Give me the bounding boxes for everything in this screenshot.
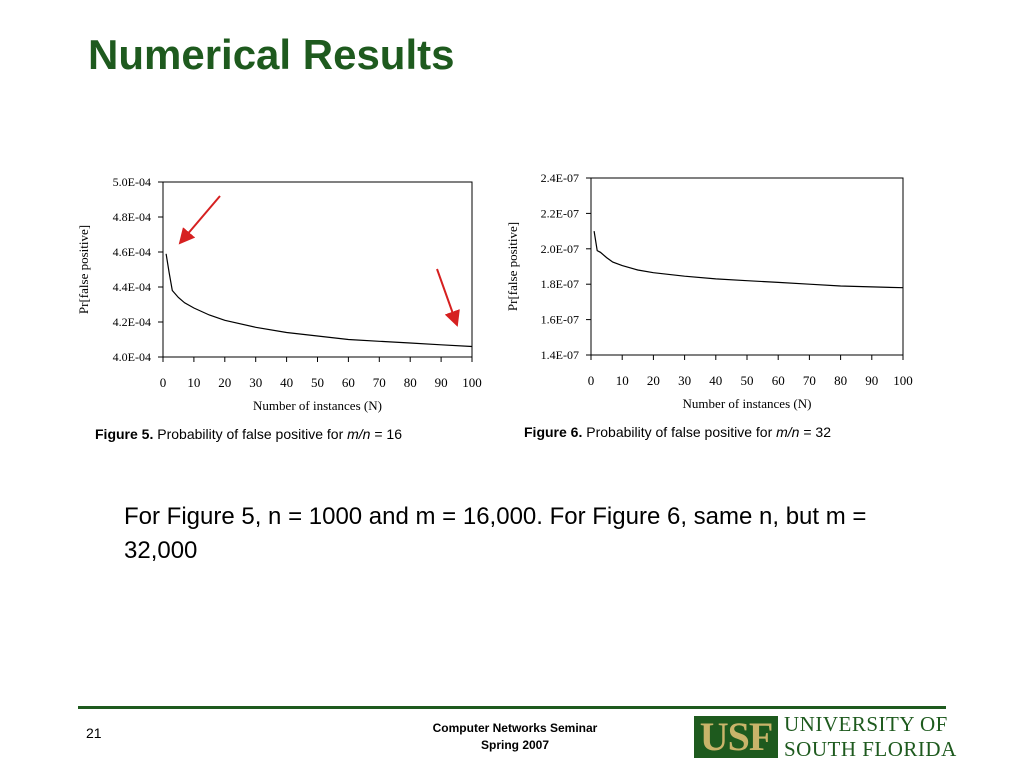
caption-text: Probability of false positive for (586, 424, 773, 440)
caption-label: Figure 6. (524, 424, 583, 440)
fig5-annotation-arrow-2 (436, 268, 460, 327)
logo-line-1: UNIVERSITY OF (784, 712, 948, 736)
fig6-y-tick-label: 2.0E-07 (541, 242, 579, 256)
fig6-x-tick-label: 80 (834, 373, 847, 388)
fig6-x-tick-label: 0 (588, 373, 595, 388)
fig5-series-line-0 (165, 253, 473, 348)
fig5-x-axis-title: Number of instances (N) (253, 398, 382, 413)
fig6-x-tick-label: 20 (647, 373, 660, 388)
fig5-y-tick-label: 4.4E-04 (113, 280, 151, 294)
fig6-x-tick-label: 90 (865, 373, 878, 388)
fig6-y-axis-title: Pr[false positive] (505, 222, 520, 311)
fig5-x-tick-label: 20 (218, 375, 231, 390)
fig5-x-tick-label: 30 (249, 375, 262, 390)
logo-line-2: SOUTH FLORIDA (784, 737, 957, 761)
fig6-y-tick-label: 2.4E-07 (541, 171, 579, 185)
fig6-x-tick-label: 60 (772, 373, 785, 388)
caption-value: = 32 (803, 424, 831, 440)
fig6-x-tick-label: 10 (616, 373, 629, 388)
footer-course: Computer Networks Seminar (432, 721, 598, 735)
fig5-y-tick-label: 5.0E-04 (113, 175, 151, 189)
footer-divider (78, 706, 946, 709)
fig5-y-tick-label: 4.6E-04 (113, 245, 151, 259)
fig5-x-tick-label: 0 (160, 375, 167, 390)
figure-5-caption: Figure 5. Probability of false positive … (95, 426, 402, 442)
footer-text: Computer Networks Seminar Spring 2007 (390, 720, 640, 754)
fig5-x-tick-label: 70 (373, 375, 386, 390)
figure-6-caption: Figure 6. Probability of false positive … (524, 424, 831, 440)
fig5-x-tick-label: 50 (311, 375, 324, 390)
fig5-y-tick-label: 4.8E-04 (113, 210, 151, 224)
fig6-x-tick-label: 100 (893, 373, 913, 388)
fig6-x-axis-title: Number of instances (N) (683, 396, 812, 411)
fig6-y-tick-label: 1.4E-07 (541, 348, 579, 362)
fig6-x-tick-label: 30 (678, 373, 691, 388)
footer-term: Spring 2007 (480, 738, 550, 752)
fig5-y-axis-title: Pr[false positive] (76, 225, 91, 314)
fig5-x-tick-label: 40 (280, 375, 293, 390)
fig6-x-tick-label: 70 (803, 373, 816, 388)
fig6-x-tick-label: 40 (709, 373, 722, 388)
fig5-x-tick-label: 60 (342, 375, 355, 390)
caption-value: = 16 (374, 426, 402, 442)
caption-variable: m/n (347, 426, 371, 442)
caption-label: Figure 5. (95, 426, 154, 442)
caption-text: Probability of false positive for (157, 426, 344, 442)
fig6-y-tick-label: 1.6E-07 (541, 313, 579, 327)
fig5-y-tick-label: 4.2E-04 (113, 315, 151, 329)
caption-variable: m/n (776, 424, 800, 440)
fig6-plot-frame (590, 177, 904, 356)
usf-logo: USF UNIVERSITY OF SOUTH FLORIDA (694, 712, 956, 762)
fig6-series-line-0 (593, 231, 904, 289)
fig5-x-tick-label: 10 (187, 375, 200, 390)
fig6-x-tick-label: 50 (741, 373, 754, 388)
page-number: 21 (86, 725, 102, 741)
fig6-y-tick-label: 2.2E-07 (541, 206, 579, 220)
fig5-y-tick-label: 4.0E-04 (113, 350, 151, 364)
explanation-text: For Figure 5, n = 1000 and m = 16,000. F… (124, 503, 867, 564)
fig5-annotation-arrow-1 (178, 195, 221, 245)
logo-mark: USF (694, 716, 778, 758)
fig5-x-tick-label: 80 (404, 375, 417, 390)
fig5-x-tick-label: 100 (462, 375, 482, 390)
fig6-y-tick-label: 1.8E-07 (541, 277, 579, 291)
slide-title: Numerical Results (88, 31, 455, 78)
fig5-x-tick-label: 90 (435, 375, 448, 390)
